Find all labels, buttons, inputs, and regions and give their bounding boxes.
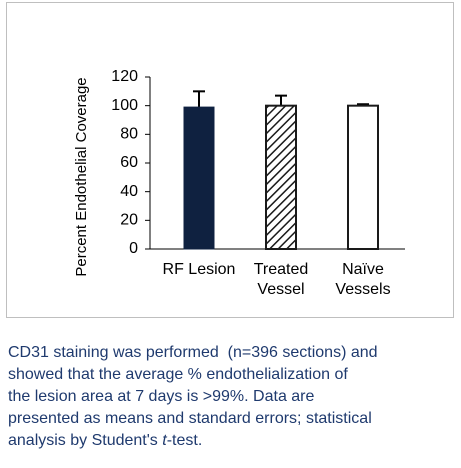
bar <box>183 106 215 250</box>
y-tick-label: 80 <box>120 126 138 143</box>
x-tick-label: Vessel <box>257 281 304 298</box>
caption-line: the lesion area at 7 days is >99%. Data … <box>8 388 315 405</box>
caption-line: presented as means and standard errors; … <box>8 410 372 427</box>
x-tick-label: Treated <box>254 261 309 278</box>
caption-text: -test. <box>166 432 203 449</box>
caption-line: showed that the average % endothelializa… <box>8 366 348 383</box>
y-tick-label: 120 <box>111 68 138 85</box>
x-tick-label: Vessels <box>335 281 390 298</box>
bar <box>347 104 379 250</box>
chart-frame <box>6 2 454 318</box>
caption: CD31 staining was performed (n=396 secti… <box>8 342 458 452</box>
x-tick-label: Naïve <box>342 261 384 278</box>
caption-text: analysis by Student's <box>8 432 163 449</box>
chart: Percent Endothelial Coverage 0 20 40 60 80 10… <box>73 68 405 298</box>
caption-line: CD31 staining was performed (n=396 secti… <box>8 344 378 361</box>
bar <box>265 104 297 250</box>
y-tick-label: 100 <box>111 97 138 114</box>
y-tick-label: 0 <box>129 240 138 257</box>
y-tick-label: 60 <box>120 154 138 171</box>
y-tick-label: 40 <box>120 183 138 200</box>
y-axis-label: Percent Endothelial Coverage <box>73 77 90 276</box>
x-tick-label: RF Lesion <box>163 261 236 278</box>
caption-text: t <box>162 432 167 449</box>
y-tick-label: 20 <box>120 212 138 229</box>
caption-line: analysis by Student's t-test. <box>8 430 458 452</box>
